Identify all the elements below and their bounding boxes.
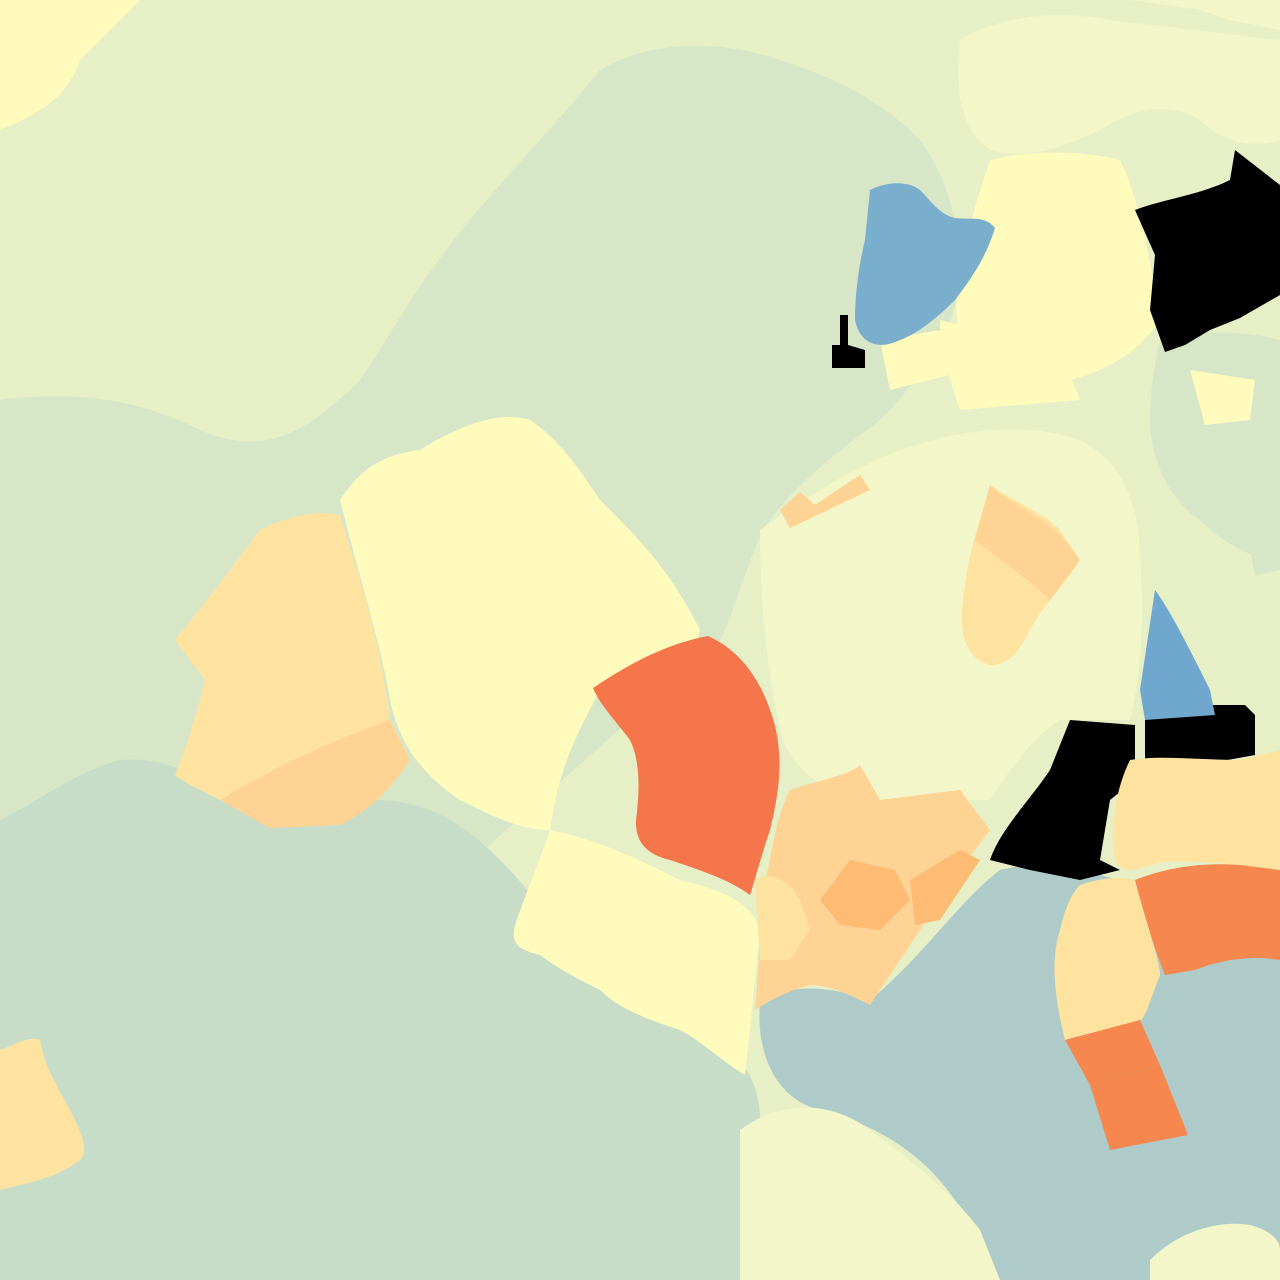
region-orange-cluster-3 [755, 876, 810, 960]
region-east-pale [1113, 750, 1280, 870]
region-ne-cell-7 [1130, 0, 1280, 30]
region-ne-cell-3 [880, 330, 950, 390]
region-orange-cluster-4 [910, 850, 980, 925]
region-orange-north-patch [780, 475, 870, 528]
region-ne-cell-5 [1190, 370, 1255, 425]
region-south-strip [740, 1107, 1000, 1280]
region-northwest-corner [0, 0, 140, 130]
region-ne-cell-6 [1240, 490, 1280, 575]
region-ne-cell-1 [956, 152, 1160, 380]
region-east-orange-top [975, 485, 1080, 600]
region-east-orange-red [1135, 864, 1280, 975]
region-south-central [245, 799, 761, 1280]
region-east-red-cell-1 [1065, 1020, 1160, 1085]
region-no-data-east-1 [1145, 705, 1255, 765]
region-east-red-cell-2 [1090, 1065, 1188, 1150]
region-central-west [340, 416, 700, 830]
region-no-data-east-2 [990, 720, 1135, 880]
region-southwest-orange [0, 1038, 85, 1190]
region-southeast-corner [1150, 1223, 1280, 1280]
region-west-orange-lower [220, 720, 410, 828]
region-no-data-ne [1135, 150, 1280, 352]
region-no-data-small [832, 315, 865, 368]
region-west-orange [175, 513, 390, 800]
region-north-blue [855, 183, 995, 345]
region-east-blue [1140, 590, 1215, 720]
region-orange-cluster-2 [820, 860, 910, 930]
region-east-pale-blob [1054, 877, 1160, 1040]
region-ne-cell-2 [940, 320, 1080, 410]
region-northeast-band [958, 15, 1280, 154]
region-south-central-yellow [513, 830, 760, 1075]
region-central-red [593, 636, 780, 895]
